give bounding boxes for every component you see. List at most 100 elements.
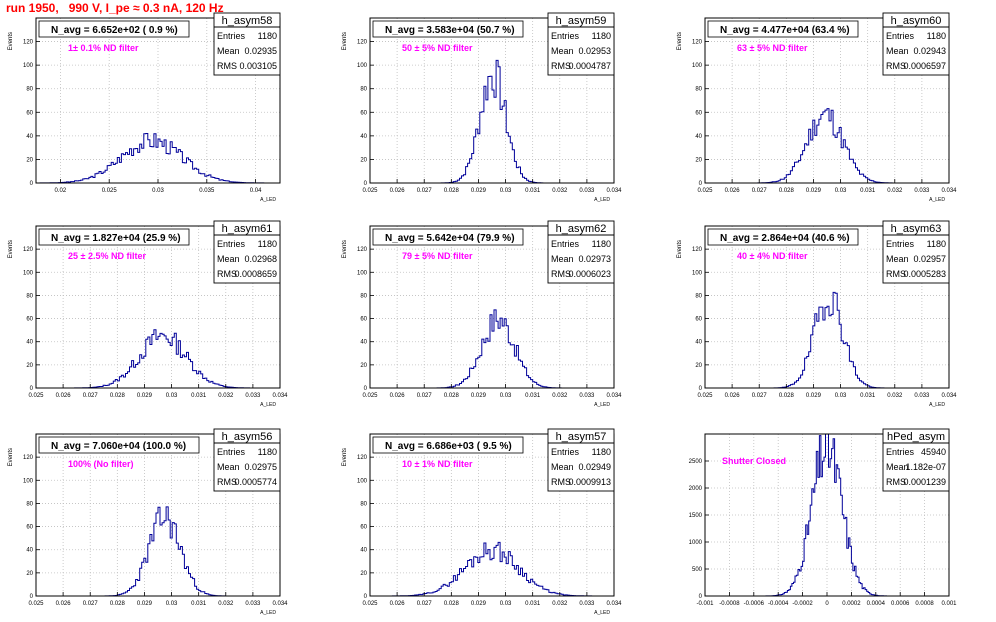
y-tick-label: 20	[360, 157, 367, 163]
stat-value: 0.0008659	[234, 269, 277, 279]
y-tick-label: 60	[26, 525, 33, 531]
x-tick-label: 0.04	[250, 188, 262, 194]
stat-label: Entries	[217, 239, 246, 249]
stat-label: Mean	[886, 46, 909, 56]
header-box	[38, 20, 190, 38]
stat-label: RMS	[551, 61, 571, 71]
stat-value: 0.02943	[913, 46, 946, 56]
stat-value: 0.0005283	[903, 269, 946, 279]
x-tick-label: 0.031	[191, 393, 207, 399]
x-tick-label: 0.033	[579, 601, 595, 607]
x-tick-label: -0.0004	[768, 601, 789, 607]
stat-label: Entries	[217, 447, 246, 457]
y-tick-label: 0	[30, 386, 34, 392]
stat-value: 1.182e-07	[905, 462, 946, 472]
x-axis-label: A_LED	[260, 610, 276, 616]
x-axis-label: A_LED	[594, 610, 610, 616]
histogram-series-h_asym62	[370, 309, 614, 389]
histogram-series-h_asym60	[705, 108, 949, 184]
x-tick-label: 0.03	[835, 393, 847, 399]
y-tick-label: 120	[23, 247, 34, 253]
stat-value: 0.0006597	[903, 61, 946, 71]
x-tick-label: 0.026	[725, 393, 741, 399]
y-tick-label: 100	[23, 63, 34, 69]
stat-value: 1180	[927, 31, 946, 41]
x-tick-label: -0.0008	[719, 601, 740, 607]
y-tick-label: 60	[26, 317, 33, 323]
y-tick-label: 20	[26, 157, 33, 163]
y-tick-label: 100	[357, 63, 368, 69]
y-tick-label: 100	[357, 270, 368, 276]
x-tick-label: 0.0004	[867, 601, 886, 607]
stat-label: RMS	[551, 269, 571, 279]
x-tick-label: 0.033	[914, 188, 930, 194]
x-tick-label: 0.029	[471, 188, 487, 194]
header-box	[372, 20, 524, 38]
x-tick-label: 0.027	[417, 393, 433, 399]
x-tick-label: 0.028	[444, 188, 460, 194]
histogram-panel-h_asym63: 0.025 0.026 0.027 0.028 0.029 0.03 0.031 0.032 0…	[677, 220, 957, 408]
x-tick-label: 0.028	[779, 393, 795, 399]
stat-label: Entries	[886, 447, 915, 457]
y-tick-label: 60	[695, 110, 702, 116]
x-tick-label: 0.032	[552, 188, 568, 194]
x-tick-label: 0.03	[835, 188, 847, 194]
y-tick-label: 1500	[689, 513, 703, 519]
n-avg-label: N_avg = 6.652e+02 ( 0.9 %)	[51, 25, 178, 36]
x-tick-label: 0.028	[110, 393, 126, 399]
y-tick-label: 40	[360, 548, 367, 554]
stat-label: Entries	[886, 31, 915, 41]
y-tick-label: 120	[357, 40, 368, 46]
stat-value: 1180	[258, 31, 277, 41]
x-tick-label: 0.033	[579, 393, 595, 399]
histogram-series-h_asym59	[370, 59, 614, 184]
y-tick-label: 0	[699, 386, 703, 392]
x-tick-label: 0.001	[941, 601, 957, 607]
y-tick-label: 60	[26, 110, 33, 116]
histogram-panel-h_asym56: 0.025 0.026 0.027 0.028 0.029 0.03 0.031 0.032 0…	[8, 428, 288, 616]
stat-label: Entries	[886, 239, 915, 249]
x-tick-label: 0.034	[606, 601, 622, 607]
y-axis-label: Events	[342, 32, 348, 50]
x-axis-label: A_LED	[594, 402, 610, 408]
x-tick-label: 0.025	[697, 393, 713, 399]
n-avg-label: N_avg = 7.060e+04 (100.0 %)	[51, 441, 186, 452]
stat-label: Mean	[551, 46, 574, 56]
stat-label: Mean	[551, 462, 574, 472]
stat-label: RMS	[886, 477, 906, 487]
stat-label: Mean	[217, 254, 240, 264]
y-axis-label: Events	[8, 240, 14, 258]
x-tick-label: 0.027	[417, 188, 433, 194]
x-tick-label: 0.03	[166, 393, 178, 399]
header-box	[38, 436, 200, 454]
x-tick-label: 0.026	[390, 393, 406, 399]
plot-frame	[704, 225, 950, 389]
stat-label: RMS	[217, 269, 237, 279]
y-tick-label: 20	[695, 157, 702, 163]
x-tick-label: 0.0006	[891, 601, 910, 607]
y-tick-label: 0	[699, 181, 703, 187]
y-tick-label: 2500	[689, 459, 703, 465]
x-tick-label: 0.0008	[915, 601, 934, 607]
y-tick-label: 40	[26, 548, 33, 554]
x-tick-label: 0.032	[552, 601, 568, 607]
x-tick-label: 0.027	[417, 601, 433, 607]
x-tick-label: 0.03	[152, 188, 164, 194]
histogram-panel-h_asym60: 0.025 0.026 0.027 0.028 0.029 0.03 0.031 0.032 0…	[677, 12, 957, 203]
x-tick-label: 0.029	[137, 601, 153, 607]
x-tick-label: 0.033	[245, 601, 261, 607]
histogram-name: h_asym61	[222, 223, 273, 235]
x-tick-label: 0.029	[806, 393, 822, 399]
filter-annotation: 40 ± 4% ND filter	[737, 251, 808, 261]
y-tick-label: 120	[23, 455, 34, 461]
x-tick-label: 0.026	[56, 601, 72, 607]
y-axis-label: Events	[8, 448, 14, 466]
stats-box	[882, 220, 950, 284]
y-tick-label: 20	[360, 571, 367, 577]
stat-label: Mean	[886, 462, 909, 472]
y-tick-label: 40	[26, 340, 33, 346]
n-avg-label: N_avg = 4.477e+04 (63.4 %)	[720, 25, 850, 36]
n-avg-label: N_avg = 5.642e+04 (79.9 %)	[385, 233, 515, 244]
y-tick-label: 60	[360, 525, 367, 531]
histogram-name: h_asym60	[891, 15, 942, 27]
